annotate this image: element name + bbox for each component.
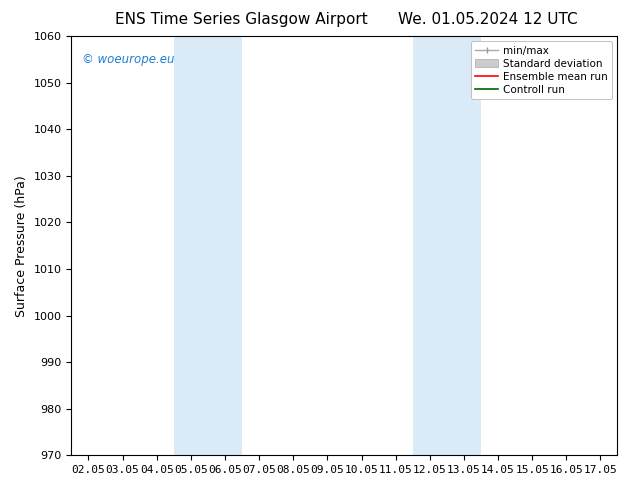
Y-axis label: Surface Pressure (hPa): Surface Pressure (hPa) xyxy=(15,175,28,317)
Text: We. 01.05.2024 12 UTC: We. 01.05.2024 12 UTC xyxy=(398,12,578,27)
Text: © woeurope.eu: © woeurope.eu xyxy=(82,53,175,66)
Text: ENS Time Series Glasgow Airport: ENS Time Series Glasgow Airport xyxy=(115,12,367,27)
Legend: min/max, Standard deviation, Ensemble mean run, Controll run: min/max, Standard deviation, Ensemble me… xyxy=(471,41,612,99)
Bar xyxy=(174,36,242,455)
Bar xyxy=(413,36,481,455)
